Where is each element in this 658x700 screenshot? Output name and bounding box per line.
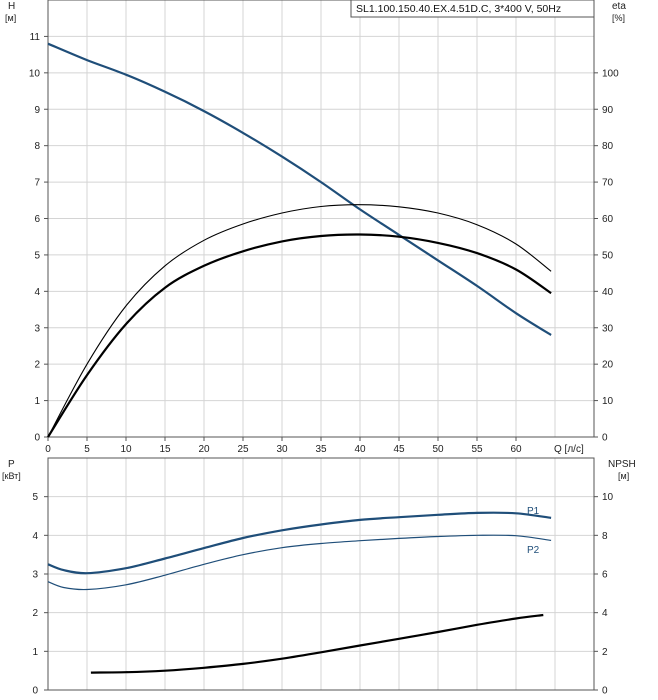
eta-hydraulic-curve xyxy=(47,204,552,438)
flow-axis-label: Q [л/с] xyxy=(554,444,584,455)
eta-tick-label: 0 xyxy=(602,433,608,444)
head-axis-label-line1: H xyxy=(8,1,15,12)
flow-tick-label: 55 xyxy=(471,444,483,455)
flow-tick-label: 40 xyxy=(354,444,366,455)
npsh-axis-label-line1: NPSH xyxy=(608,459,636,470)
power-tick-label: 2 xyxy=(32,608,38,619)
p1-series-label: P1 xyxy=(527,506,540,517)
eta-tick-label: 20 xyxy=(602,360,614,371)
head-axis-ticks: 0 1 2 3 4 5 6 7 8 9 10 11 xyxy=(29,32,48,444)
eta-total-curve xyxy=(47,233,552,438)
chart-title: SL1.100.150.40.EX.4.51D.C, 3*400 V, 50Hz xyxy=(356,3,561,15)
eta-axis-label-line2: [%] xyxy=(612,13,625,23)
eta-axis-ticks: 0 10 20 30 40 50 60 70 80 90 100 xyxy=(594,68,619,444)
head-tick-label: 4 xyxy=(34,287,40,298)
head-tick-label: 6 xyxy=(34,214,40,225)
eta-tick-label: 50 xyxy=(602,250,614,261)
power-tick-label: 5 xyxy=(32,492,38,503)
power-axis-label-line2: [кВт] xyxy=(2,471,21,481)
flow-tick-label: 15 xyxy=(159,444,171,455)
flow-tick-label: 35 xyxy=(315,444,327,455)
flow-tick-label: 50 xyxy=(432,444,444,455)
flow-tick-label: 30 xyxy=(276,444,288,455)
power-axis-ticks: 0 1 2 3 4 5 xyxy=(32,492,48,697)
head-curve xyxy=(47,42,552,336)
head-tick-label: 8 xyxy=(34,141,40,152)
head-tick-label: 10 xyxy=(29,68,41,79)
npsh-axis-label-line2: [м] xyxy=(618,471,629,481)
head-tick-label: 5 xyxy=(34,250,40,261)
eta-tick-label: 10 xyxy=(602,396,614,407)
flow-tick-label: 45 xyxy=(393,444,405,455)
npsh-tick-label: 6 xyxy=(602,570,608,581)
npsh-tick-label: 0 xyxy=(602,686,608,697)
eta-tick-label: 70 xyxy=(602,178,614,189)
head-tick-label: 1 xyxy=(34,396,40,407)
p2-curve xyxy=(47,534,552,591)
eta-axis-label-line1: eta xyxy=(612,1,626,12)
npsh-curve xyxy=(90,613,544,674)
head-tick-label: 2 xyxy=(34,360,40,371)
flow-axis-ticks: 0 5 10 15 20 25 30 35 40 45 50 55 60 xyxy=(45,437,522,455)
npsh-tick-label: 4 xyxy=(602,608,608,619)
head-tick-label: 0 xyxy=(34,433,40,444)
npsh-tick-label: 10 xyxy=(602,492,614,503)
bottom-panel-series xyxy=(47,511,552,674)
flow-tick-label: 20 xyxy=(198,444,210,455)
eta-tick-label: 90 xyxy=(602,105,614,116)
power-tick-label: 3 xyxy=(32,570,38,581)
head-axis-label-line2: [м] xyxy=(5,13,16,23)
head-tick-label: 9 xyxy=(34,105,40,116)
top-panel-series xyxy=(47,42,552,438)
npsh-tick-label: 8 xyxy=(602,531,608,542)
eta-tick-label: 60 xyxy=(602,214,614,225)
power-tick-label: 4 xyxy=(32,531,38,542)
p2-series-label: P2 xyxy=(527,545,540,556)
power-axis-label-line1: P xyxy=(8,459,15,470)
head-tick-label: 11 xyxy=(30,32,41,43)
flow-tick-label: 5 xyxy=(84,444,90,455)
flow-tick-label: 10 xyxy=(120,444,132,455)
eta-tick-label: 40 xyxy=(602,287,614,298)
power-tick-label: 1 xyxy=(32,647,38,658)
flow-tick-label: 0 xyxy=(45,444,51,455)
npsh-axis-ticks: 0 2 4 6 8 10 xyxy=(594,492,614,697)
eta-tick-label: 30 xyxy=(602,323,614,334)
head-tick-label: 7 xyxy=(34,178,40,189)
flow-tick-label: 25 xyxy=(237,444,249,455)
top-panel-grid xyxy=(48,0,594,437)
eta-tick-label: 100 xyxy=(602,68,619,79)
flow-tick-label: 60 xyxy=(510,444,522,455)
eta-tick-label: 80 xyxy=(602,141,614,152)
p1-curve xyxy=(47,511,552,575)
npsh-tick-label: 2 xyxy=(602,647,608,658)
head-tick-label: 3 xyxy=(34,323,40,334)
title-box xyxy=(350,0,595,18)
power-tick-label: 0 xyxy=(32,686,38,697)
